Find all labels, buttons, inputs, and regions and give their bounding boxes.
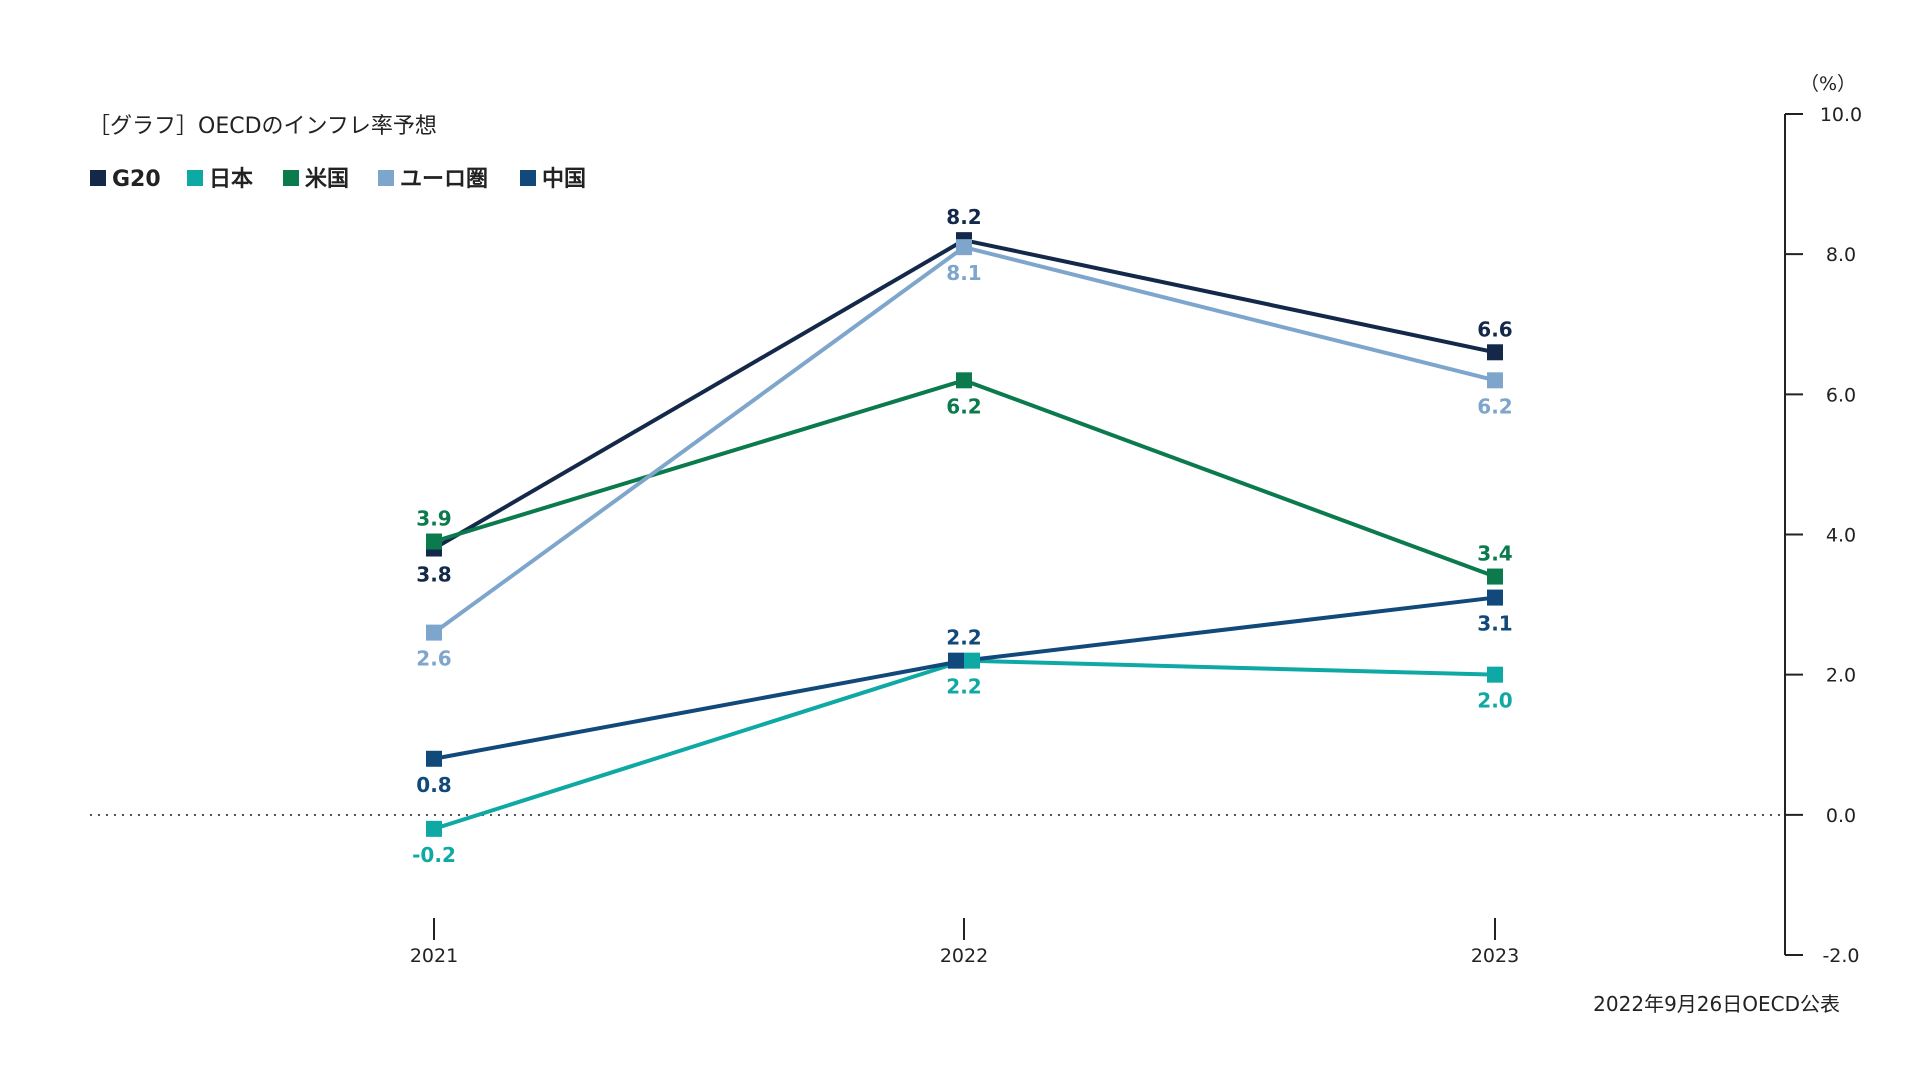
series-markers: [426, 232, 1503, 837]
legend: G20 日本 米国 ユーロ圏 中国: [90, 167, 586, 192]
x-tick-label: 2021: [410, 945, 458, 967]
data-label: 3.9: [416, 507, 451, 531]
data-point: [1487, 344, 1503, 361]
data-point: [426, 533, 442, 550]
series-line: [432, 245, 1496, 635]
data-point: [956, 372, 972, 389]
legend-label: 日本: [209, 167, 253, 192]
y-tick-label: 10.0: [1820, 104, 1862, 126]
data-point: [426, 750, 442, 767]
data-label: 8.2: [946, 205, 981, 229]
series-labels: 3.8 8.2 6.6 -0.2 2.2 2.0 3.9 6.2 3.4 2.6 8.1 6.2 0.8…: [412, 205, 1513, 867]
data-label: 6.6: [1477, 317, 1512, 341]
y-tick-label: 8.0: [1826, 244, 1856, 266]
data-label: 8.1: [946, 261, 981, 285]
y-tick-label: 0.0: [1826, 805, 1856, 827]
legend-label: G20: [112, 167, 161, 192]
data-point: [426, 820, 442, 837]
y-axis: 10.0 8.0 6.0 4.0 2.0 0.0 -2.0: [1784, 104, 1862, 967]
x-tick-label: 2023: [1471, 945, 1519, 967]
data-point: [1487, 589, 1503, 606]
series-lines: [432, 238, 1496, 831]
data-label: 2.6: [416, 647, 451, 671]
data-label: 6.2: [946, 394, 981, 418]
legend-swatch: [378, 170, 394, 186]
y-axis-unit: （%）: [1800, 73, 1856, 95]
data-label: 3.8: [416, 563, 451, 587]
data-label: 3.4: [1477, 542, 1512, 566]
data-point: [948, 652, 964, 669]
legend-label: ユーロ圏: [400, 167, 488, 192]
data-label: -0.2: [412, 843, 456, 867]
legend-swatch: [187, 170, 203, 186]
x-tick-label: 2022: [940, 945, 988, 967]
legend-swatch: [283, 170, 299, 186]
data-label: 3.1: [1477, 612, 1512, 636]
data-point: [1487, 372, 1503, 389]
data-point: [1487, 568, 1503, 585]
x-axis: 2021 2022 2023: [410, 918, 1519, 967]
data-point: [1487, 666, 1503, 683]
legend-swatch: [520, 170, 536, 186]
legend-swatch: [90, 170, 106, 186]
data-point: [426, 624, 442, 641]
data-label: 0.8: [416, 773, 451, 797]
legend-label: 中国: [542, 167, 586, 192]
y-tick-label: 6.0: [1826, 384, 1856, 406]
data-label: 6.2: [1477, 394, 1512, 418]
y-tick-label: 2.0: [1826, 665, 1856, 687]
data-point: [964, 652, 980, 669]
data-label: 2.2: [946, 675, 981, 699]
y-tick-label: -2.0: [1822, 945, 1859, 967]
data-point: [956, 239, 972, 256]
footnote: 2022年9月26日OECD公表: [1593, 992, 1840, 1016]
chart-title: ［グラフ］OECDのインフレ率予想: [88, 114, 437, 139]
y-tick-label: 4.0: [1826, 525, 1856, 547]
data-label: 2.0: [1477, 689, 1512, 713]
data-label: 2.2: [946, 626, 981, 650]
legend-label: 米国: [305, 167, 349, 192]
